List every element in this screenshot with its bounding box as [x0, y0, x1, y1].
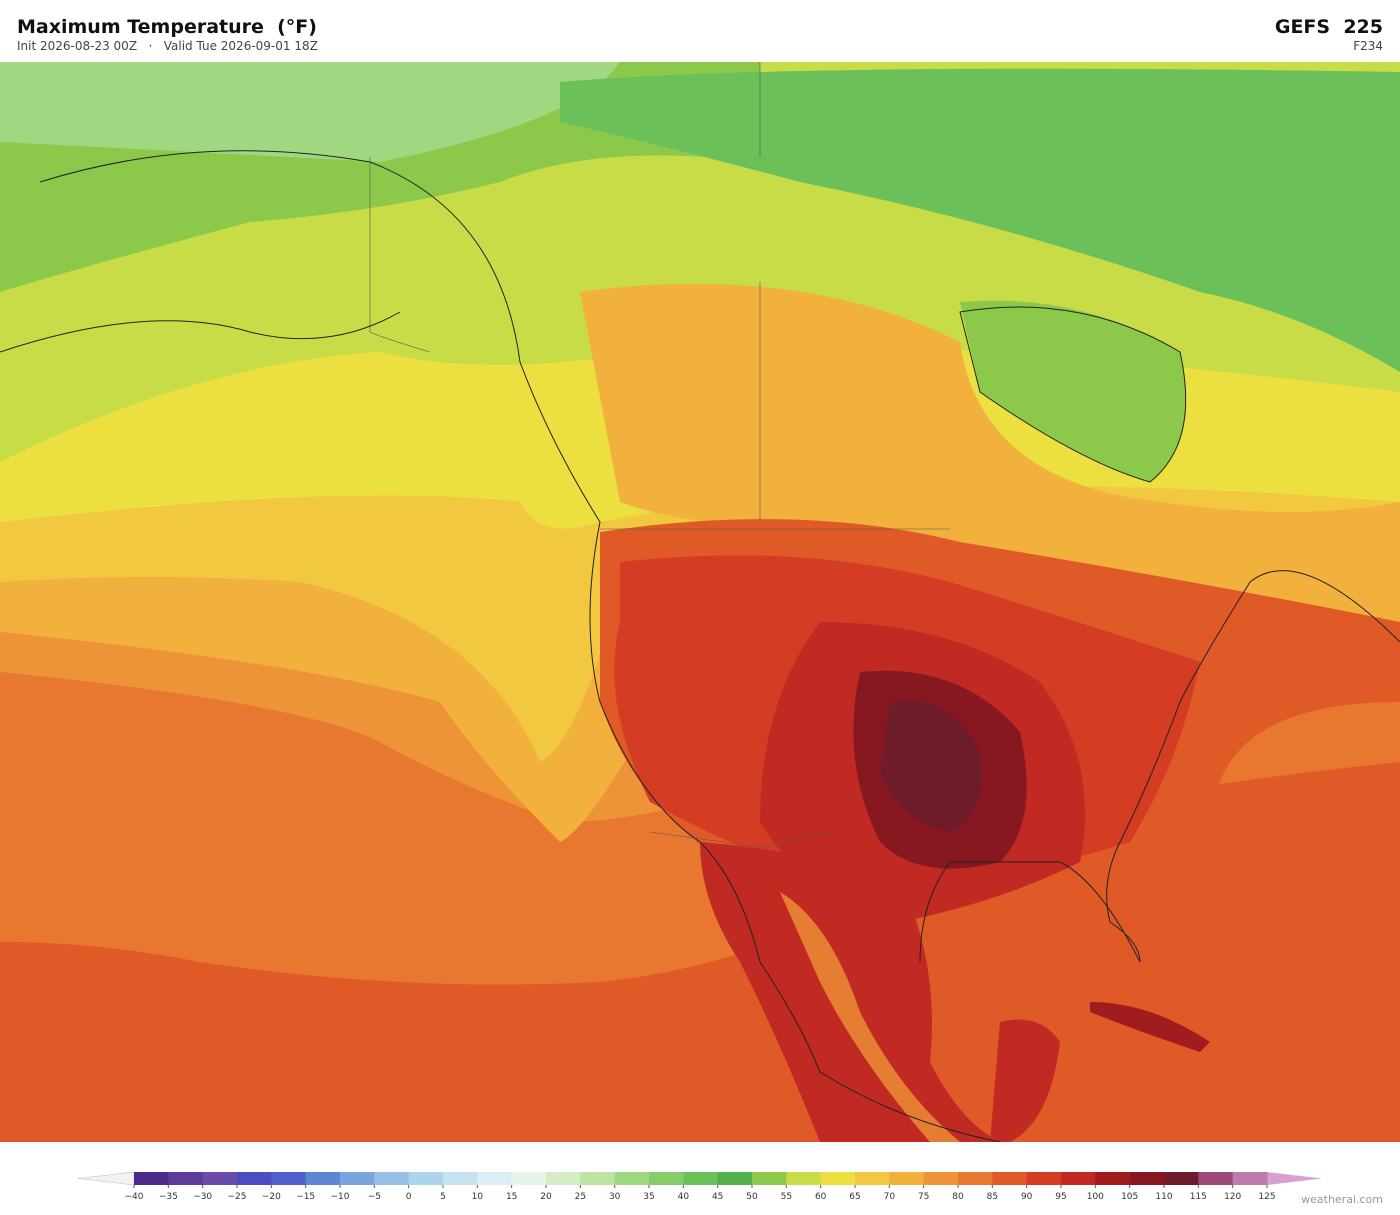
colorbar-label: −35	[159, 1192, 178, 1202]
colorbar-label: 75	[918, 1192, 929, 1202]
colorbar-label: −15	[296, 1192, 315, 1202]
colorbar-band	[1198, 1172, 1234, 1185]
colorbar-label: 25	[575, 1192, 586, 1202]
colorbar-band	[752, 1172, 787, 1185]
colorbar-band	[683, 1172, 719, 1185]
colorbar-over	[1267, 1172, 1322, 1185]
colorbar-label: 0	[406, 1192, 412, 1202]
colorbar-label: 50	[746, 1192, 758, 1202]
colorbar-band	[477, 1172, 513, 1185]
colorbar: −40 −35 −30 −25 −20 −15 −10 −5 0 5 10 15 20 25 30 35 40 4…	[77, 1171, 1322, 1202]
colorbar-band	[614, 1172, 650, 1185]
colorbar-band	[1095, 1172, 1131, 1185]
colorbar-band	[992, 1172, 1028, 1185]
colorbar-band	[923, 1172, 959, 1185]
colorbar-label: 80	[952, 1192, 964, 1202]
colorbar-band	[134, 1172, 169, 1185]
colorbar-band	[305, 1172, 341, 1185]
colorbar-band	[958, 1172, 993, 1185]
colorbar-band	[1026, 1172, 1062, 1185]
colorbar-band	[889, 1172, 925, 1185]
colorbar-band	[340, 1172, 375, 1185]
colorbar-label: 15	[506, 1192, 517, 1202]
colorbar-label: 30	[609, 1192, 621, 1202]
colorbar-label: 70	[884, 1192, 896, 1202]
colorbar-band	[202, 1172, 238, 1185]
title: Maximum Temperature (°F)	[17, 16, 317, 38]
colorbar-band	[820, 1172, 856, 1185]
colorbar-band	[237, 1172, 272, 1185]
colorbar-label: −5	[368, 1192, 381, 1202]
colorbar-band	[408, 1172, 444, 1185]
colorbar-band	[511, 1172, 547, 1185]
colorbar-label: 5	[440, 1192, 446, 1202]
colorbar-label: 95	[1055, 1192, 1066, 1202]
colorbar-band	[1232, 1172, 1268, 1185]
subtitle: Init 2026-08-23 00Z · Valid Tue 2026-09-…	[17, 39, 318, 53]
map	[0, 62, 1400, 1142]
colorbar-band	[1129, 1172, 1165, 1185]
model: GEFS 225	[1274, 16, 1383, 38]
colorbar-band	[717, 1172, 753, 1185]
colorbar-label: 100	[1087, 1192, 1104, 1202]
colorbar-label: 40	[678, 1192, 690, 1202]
forecast-hour: F234	[1353, 39, 1383, 53]
colorbar-band	[1164, 1172, 1199, 1185]
colorbar-label: 65	[849, 1192, 860, 1202]
colorbar-label: −30	[193, 1192, 212, 1202]
colorbar-label: 45	[712, 1192, 723, 1202]
colorbar-label: 85	[987, 1192, 998, 1202]
credit: weatherai.com	[1301, 1193, 1383, 1206]
colorbar-label: 120	[1224, 1192, 1241, 1202]
colorbar-band	[443, 1172, 478, 1185]
colorbar-under	[77, 1171, 135, 1186]
colorbar-band	[580, 1172, 616, 1185]
colorbar-label: 90	[1021, 1192, 1033, 1202]
colorbar-label: −20	[262, 1192, 281, 1202]
colorbar-label: 115	[1190, 1192, 1207, 1202]
colorbar-band	[168, 1172, 204, 1185]
colorbar-label: −25	[228, 1192, 247, 1202]
colorbar-label: 35	[643, 1192, 654, 1202]
colorbar-band	[271, 1172, 307, 1185]
colorbar-band	[1061, 1172, 1096, 1185]
colorbar-band	[855, 1172, 890, 1185]
colorbar-label: 10	[472, 1192, 484, 1202]
colorbar-label: 20	[540, 1192, 552, 1202]
colorbar-label: 105	[1121, 1192, 1138, 1202]
colorbar-label: 55	[781, 1192, 792, 1202]
colorbar-label: 110	[1155, 1192, 1172, 1202]
colorbar-label: 60	[815, 1192, 827, 1202]
colorbar-label: −10	[331, 1192, 350, 1202]
colorbar-band	[546, 1172, 581, 1185]
colorbar-label: 125	[1258, 1192, 1275, 1202]
colorbar-label: −40	[125, 1192, 144, 1202]
colorbar-band	[649, 1172, 684, 1185]
colorbar-band	[786, 1172, 822, 1185]
colorbar-band	[374, 1172, 410, 1185]
